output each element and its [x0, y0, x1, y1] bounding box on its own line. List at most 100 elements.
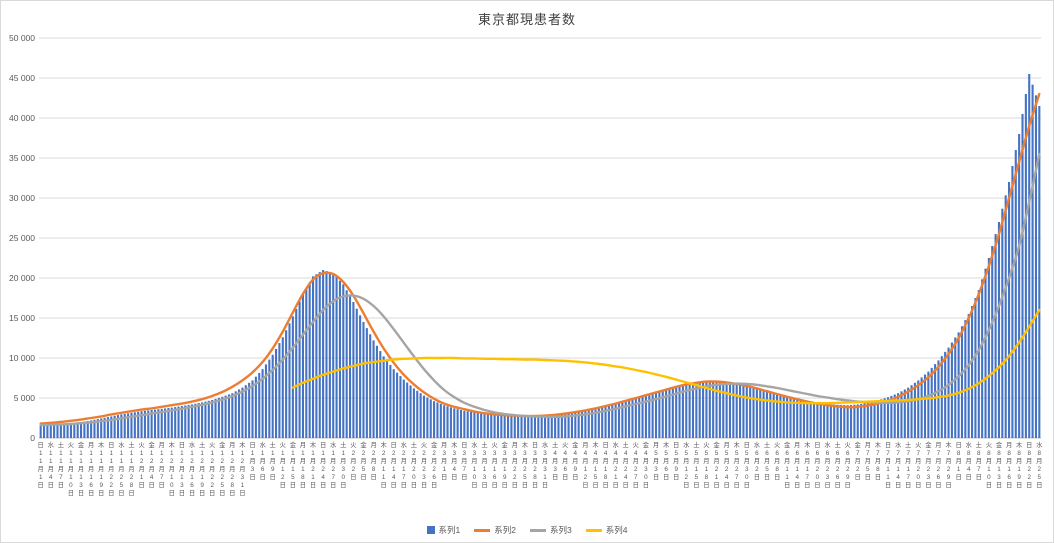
x-tick-char: 2	[362, 450, 366, 457]
x-tick-char: 日	[38, 441, 44, 449]
x-tick-char: 2	[513, 474, 517, 481]
bar	[957, 332, 960, 438]
x-tick-char: 土	[128, 440, 134, 449]
x-tick-char: 月	[1026, 457, 1032, 465]
x-tick-char: 日	[522, 481, 528, 489]
bar	[426, 397, 429, 438]
bar	[258, 372, 261, 438]
bar	[735, 383, 738, 438]
x-tick-char: 日	[491, 481, 497, 489]
bar	[298, 301, 301, 438]
bar	[641, 396, 644, 438]
x-tick-char: 日	[643, 481, 649, 489]
x-tick-char: 1	[685, 466, 689, 473]
x-tick-char: 日	[249, 441, 255, 449]
x-tick-char: 3	[453, 450, 457, 457]
x-tick-char: 月	[512, 457, 518, 465]
bar	[143, 410, 146, 438]
x-tick-char: 5	[745, 450, 749, 457]
x-tick-char: 月	[159, 465, 165, 473]
x-tick-char: 7	[160, 474, 164, 481]
bar	[644, 395, 647, 438]
x-tick-char: 7	[402, 474, 406, 481]
x-tick-char: 6	[785, 450, 789, 457]
series-line-2	[39, 92, 1041, 425]
bar	[372, 340, 375, 438]
x-tick-char: 0	[745, 474, 749, 481]
x-tick-char: 7	[59, 474, 63, 481]
bar	[954, 337, 957, 438]
x-tick-char: 1	[957, 466, 961, 473]
x-tick-char: 1	[231, 450, 235, 457]
legend-item-1[interactable]: 系列1	[426, 524, 460, 536]
x-tick-char: 7	[463, 466, 467, 473]
legend-item-2[interactable]: 系列2	[474, 524, 516, 536]
bar	[59, 424, 62, 438]
x-tick-char: 月	[875, 457, 881, 465]
bar	[1008, 182, 1011, 438]
x-tick-char: 1	[39, 474, 43, 481]
bar	[470, 411, 473, 438]
x-tick-char: 5	[594, 474, 598, 481]
bar	[547, 415, 550, 438]
bar	[802, 400, 805, 438]
x-tick-char: 2	[382, 450, 386, 457]
legend-item-3[interactable]: 系列3	[530, 524, 572, 536]
x-tick-char: 月	[542, 457, 548, 465]
x-tick-char: 1	[614, 474, 618, 481]
x-tick-char: 2	[412, 450, 416, 457]
x-tick-char: 1	[180, 450, 184, 457]
x-tick-char: 月	[723, 441, 729, 449]
bar	[305, 288, 308, 438]
x-tick-char: 日	[108, 489, 114, 497]
x-tick-char: 土	[905, 440, 911, 449]
bar	[984, 268, 987, 438]
x-tick-char: 3	[523, 450, 527, 457]
bar	[335, 276, 338, 438]
bar	[362, 322, 365, 438]
bar	[550, 415, 553, 438]
bar	[140, 411, 143, 438]
bar	[90, 420, 93, 438]
bar	[493, 414, 496, 438]
legend-item-4[interactable]: 系列4	[585, 524, 627, 536]
x-tick-char: 4	[453, 466, 457, 473]
x-tick-char: 1	[392, 466, 396, 473]
x-tick-char: 月	[976, 457, 982, 465]
x-tick-char: 火	[491, 442, 498, 449]
x-tick-char: 火	[562, 442, 569, 449]
x-tick-char: 6	[190, 482, 194, 489]
bar	[860, 403, 863, 438]
bar	[789, 397, 792, 438]
x-tick-char: 日	[895, 481, 901, 489]
bar	[628, 400, 631, 438]
bar	[718, 381, 721, 438]
bar	[893, 394, 896, 438]
bar	[890, 395, 893, 438]
x-tick-char: 土	[481, 440, 487, 449]
bar	[190, 404, 194, 438]
x-tick-char: 9	[574, 466, 578, 473]
x-tick-char: 日	[532, 481, 538, 489]
x-tick-char: 月	[441, 457, 447, 465]
x-tick-char: 月	[98, 465, 104, 473]
x-tick-char: 月	[794, 441, 800, 449]
x-tick-char: 日	[1006, 481, 1012, 489]
x-tick-char: 4	[967, 466, 971, 473]
x-tick-char: 1	[331, 450, 335, 457]
x-tick-char: 2	[846, 466, 850, 473]
bar	[473, 412, 476, 438]
bar	[66, 423, 69, 438]
